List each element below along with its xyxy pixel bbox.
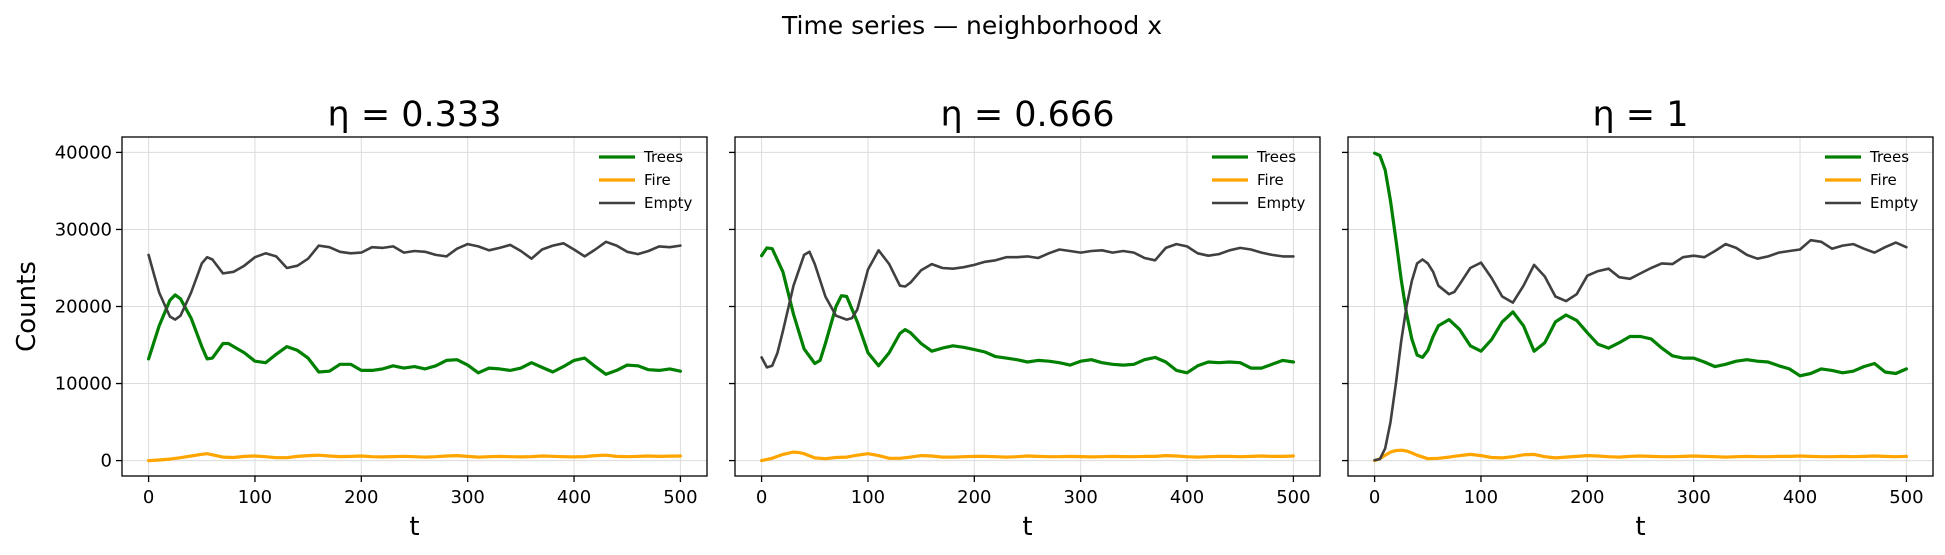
x-tick-label: 400 bbox=[557, 487, 591, 508]
legend: Trees Fire Empty bbox=[1825, 148, 1918, 212]
legend-label-fire: Fire bbox=[644, 171, 671, 189]
x-tick-label: 0 bbox=[756, 487, 767, 508]
x-tick-label: 100 bbox=[1464, 487, 1498, 508]
x-tick-label: 100 bbox=[238, 487, 272, 508]
figure-suptitle: Time series — neighborhood x bbox=[781, 11, 1162, 40]
legend-label-empty: Empty bbox=[1870, 194, 1918, 212]
panel-title: η = 0.666 bbox=[941, 95, 1115, 135]
series-line-empty bbox=[147, 240, 682, 321]
legend-label-trees: Trees bbox=[1869, 148, 1909, 166]
x-tick-label: 0 bbox=[1369, 487, 1380, 508]
x-axis-label: t bbox=[1635, 512, 1645, 542]
series-line-trees bbox=[759, 246, 1296, 375]
panel-title: η = 0.333 bbox=[328, 95, 502, 135]
legend: Trees Fire Empty bbox=[1212, 148, 1305, 212]
x-tick-label: 0 bbox=[143, 487, 154, 508]
x-tick-label: 200 bbox=[1570, 487, 1604, 508]
x-tick-label: 200 bbox=[957, 487, 991, 508]
x-tick-label: 500 bbox=[663, 487, 697, 508]
legend-label-trees: Trees bbox=[643, 148, 683, 166]
x-tick-label: 500 bbox=[1889, 487, 1923, 508]
y-tick-label: 20000 bbox=[55, 297, 112, 318]
x-axis-label: t bbox=[1022, 512, 1032, 542]
y-tick-label: 30000 bbox=[55, 219, 112, 240]
series-line-trees bbox=[147, 293, 683, 376]
x-tick-label: 300 bbox=[1677, 487, 1711, 508]
panel-title: η = 1 bbox=[1592, 95, 1688, 135]
x-tick-label: 200 bbox=[344, 487, 378, 508]
x-tick-label: 400 bbox=[1170, 487, 1204, 508]
x-axis-label: t bbox=[409, 512, 419, 542]
legend-label-fire: Fire bbox=[1870, 171, 1897, 189]
y-tick-label: 0 bbox=[101, 451, 112, 472]
panel-3: 0 100 200 300 400 500 η = 1 t Trees Fire Empty bbox=[1342, 95, 1934, 542]
legend-label-trees: Trees bbox=[1256, 148, 1296, 166]
x-tick-label: 500 bbox=[1276, 487, 1310, 508]
y-axis-label: Counts bbox=[12, 261, 42, 352]
panel-1: 0 100 200 300 400 500 0 10000 20000 30000 40000 η =… bbox=[12, 95, 708, 542]
series-line-empty bbox=[760, 242, 1295, 369]
panel-2: 0 100 200 300 400 500 η = 0.666 t Trees Fire Empty bbox=[729, 95, 1321, 542]
x-tick-label: 400 bbox=[1783, 487, 1817, 508]
series-line-fire bbox=[1372, 448, 1909, 463]
y-tick-label: 40000 bbox=[55, 142, 112, 163]
series-line-empty bbox=[1373, 238, 1908, 462]
x-tick-label: 100 bbox=[851, 487, 885, 508]
x-tick-label: 300 bbox=[1064, 487, 1098, 508]
legend: Trees Fire Empty bbox=[599, 148, 692, 212]
legend-label-fire: Fire bbox=[1257, 171, 1284, 189]
x-tick-label: 300 bbox=[451, 487, 485, 508]
legend-label-empty: Empty bbox=[644, 194, 692, 212]
y-tick-label: 10000 bbox=[55, 374, 112, 395]
legend-label-empty: Empty bbox=[1257, 194, 1305, 212]
series-line-fire bbox=[759, 450, 1296, 463]
series-line-fire bbox=[147, 452, 683, 463]
series-line-trees bbox=[1372, 151, 1909, 378]
